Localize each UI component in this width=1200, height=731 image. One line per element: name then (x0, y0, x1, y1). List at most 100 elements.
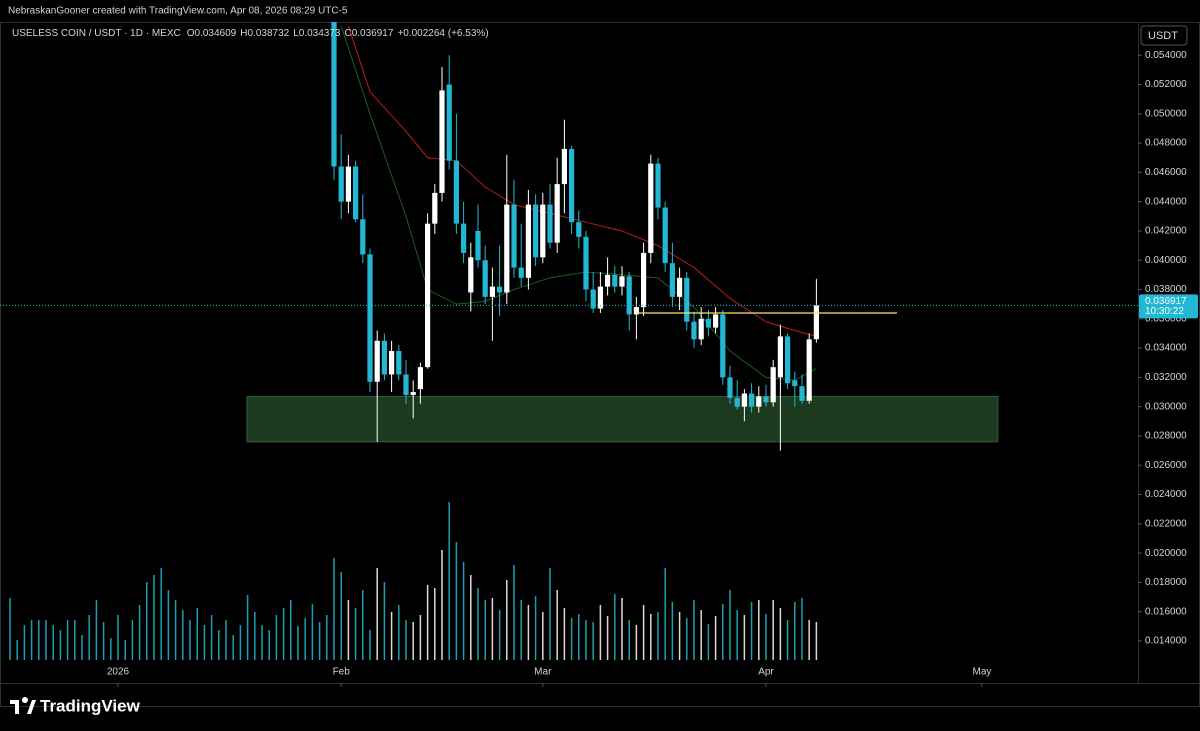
candle-body (720, 314, 726, 378)
volume-bar (671, 602, 674, 660)
volume-bar (95, 600, 98, 660)
author-line: NebraskanGooner created with TradingView… (8, 6, 348, 17)
c-value: 0.036917 (352, 28, 394, 39)
volume-bar (376, 568, 378, 660)
y-tick-label: 0.048000 (1145, 138, 1187, 149)
y-tick-label: 0.054000 (1145, 50, 1187, 61)
candle-body (360, 219, 366, 255)
candle-body (547, 204, 553, 243)
currency-box[interactable] (1140, 25, 1188, 46)
candle-body (727, 377, 733, 398)
volume-bar (542, 612, 544, 660)
volume-bar (203, 625, 206, 660)
y-tick-label: 0.020000 (1145, 548, 1187, 559)
volume-bar (534, 596, 537, 660)
y-tick-label: 0.038000 (1145, 284, 1187, 295)
candle-body (374, 340, 380, 382)
price-tag (1139, 294, 1198, 319)
candle-body (331, 22, 337, 167)
volume-bar (441, 550, 443, 660)
volume-bar (390, 612, 393, 660)
volume-bar (693, 600, 695, 660)
x-tick-label: Feb (333, 667, 351, 678)
volume-bar (326, 615, 328, 660)
y-tick-label: 0.042000 (1145, 226, 1187, 237)
volume-bar (239, 625, 242, 660)
volume-bar (347, 600, 350, 660)
candle-body (626, 276, 632, 315)
volume-bar (714, 616, 717, 660)
volume-bar (621, 598, 623, 660)
volume-bar (678, 612, 681, 660)
volume-bar (786, 620, 789, 660)
h-value: 0.038732 (247, 28, 289, 39)
moving-average (340, 25, 817, 381)
volume-bar (354, 608, 357, 660)
volume-bar (484, 600, 486, 660)
candle-body (604, 274, 611, 287)
volume-bar (520, 600, 522, 660)
volume-bar (455, 542, 458, 660)
volume-bar (808, 620, 810, 660)
volume-bar (362, 590, 364, 660)
candle-body (691, 321, 697, 340)
candle-body (439, 90, 445, 193)
candle-body (619, 276, 625, 287)
candle-body (561, 148, 567, 185)
volume-bar (110, 638, 112, 660)
o-letter: O (187, 28, 195, 39)
legend: USELESS COIN / USDT · 1D · MEXC O0.034609… (12, 28, 489, 39)
volume-bar (189, 620, 191, 660)
volume-bar (81, 635, 83, 660)
y-tick-label: 0.050000 (1145, 108, 1187, 119)
volume-bar (642, 605, 645, 660)
volume-bar (549, 568, 551, 660)
volume-bar (311, 604, 314, 660)
candle-body (698, 318, 704, 340)
plot-area (9, 22, 999, 660)
volume-bar (498, 610, 501, 660)
volume-bar (225, 620, 227, 660)
volume-bar (779, 608, 782, 660)
volume-bar (182, 610, 184, 660)
volume-bar (794, 602, 796, 660)
y-tick-label: 0.046000 (1145, 167, 1187, 178)
candle-body (763, 396, 769, 403)
volume-bar (74, 620, 76, 660)
volume-bar (419, 615, 422, 660)
candle-body (648, 163, 654, 253)
volume-bar (563, 608, 566, 660)
volume-bar (38, 620, 40, 660)
volume-bar (398, 605, 400, 660)
y-tick-label: 0.052000 (1145, 79, 1187, 90)
y-tick-label: 0.024000 (1145, 489, 1187, 500)
volume-bar (650, 614, 652, 660)
candle-body (381, 340, 387, 375)
volume-bar (282, 608, 285, 660)
candle-body (784, 336, 791, 384)
volume-bar (146, 582, 148, 660)
volume-bar (426, 585, 429, 660)
volume-bar (815, 622, 818, 660)
candle-body (684, 277, 690, 322)
volume-bar (736, 610, 738, 660)
volume-bar (138, 605, 141, 660)
candle-body (576, 222, 582, 237)
volume-bar (635, 625, 638, 660)
candle-body (388, 351, 395, 375)
volume-bar (340, 572, 342, 660)
candle-body (633, 307, 639, 315)
volume-bar (750, 602, 753, 660)
x-tick-label: Mar (534, 667, 552, 678)
moving-average (347, 25, 817, 337)
volume-bar (470, 575, 472, 660)
volume-bar (578, 614, 580, 660)
volume-bar (210, 615, 213, 660)
volume-bar (412, 622, 414, 660)
y-tick-label: 0.036000 (1145, 313, 1187, 324)
candle-body (396, 351, 402, 375)
brand-logo: TradingView (10, 696, 141, 715)
volume-bar (462, 562, 465, 660)
volume-bar (153, 575, 155, 660)
candle-body (352, 166, 359, 220)
